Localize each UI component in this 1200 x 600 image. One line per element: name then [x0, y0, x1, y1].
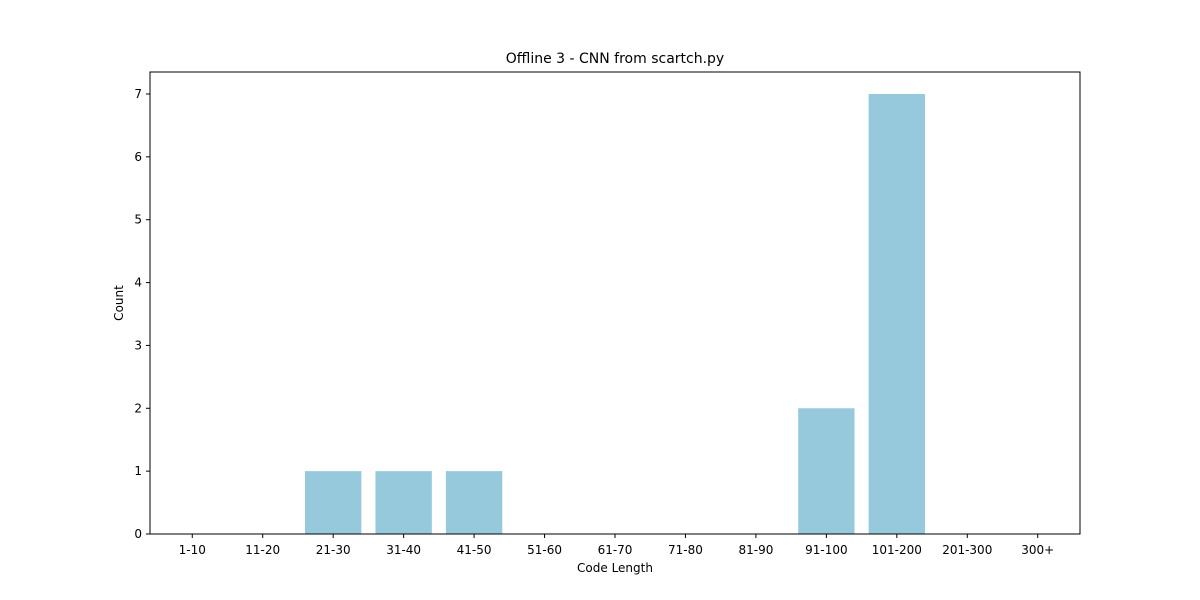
x-tick-label: 41-50: [457, 543, 492, 557]
y-tick-label: 3: [134, 338, 142, 352]
x-tick-label: 91-100: [805, 543, 848, 557]
x-tick-label: 31-40: [386, 543, 421, 557]
x-tick-label: 1-10: [179, 543, 206, 557]
y-tick-label: 7: [134, 87, 142, 101]
x-tick-label: 300+: [1021, 543, 1054, 557]
x-axis: 1-10 11-20 21-30 31-40 41-50 51-60 61-70 71-80 8…: [179, 534, 1054, 557]
x-tick-label: 51-60: [527, 543, 562, 557]
y-tick-label: 5: [134, 213, 142, 227]
y-tick-label: 1: [134, 464, 142, 478]
bar-91-100: [798, 408, 855, 534]
plot-frame: [149, 71, 1081, 535]
y-axis: 0 1 2 3 4 5 6 7: [134, 87, 150, 541]
bars-group: [305, 94, 925, 534]
y-tick-label: 2: [134, 401, 142, 415]
x-tick-label: 61-70: [598, 543, 633, 557]
chart-title: Offline 3 - CNN from scartch.py: [506, 51, 724, 67]
bar-101-200: [868, 94, 925, 534]
x-tick-label: 11-20: [245, 543, 280, 557]
x-tick-label: 101-200: [872, 543, 922, 557]
y-tick-label: 4: [134, 276, 142, 290]
y-tick-label: 0: [134, 527, 142, 541]
y-tick-label: 6: [134, 150, 142, 164]
bar-21-30: [305, 471, 362, 534]
bar-41-50: [445, 471, 503, 534]
x-tick-label: 201-300: [942, 543, 992, 557]
x-tick-label: 71-80: [668, 543, 703, 557]
x-tick-label: 81-90: [738, 543, 773, 557]
x-tick-label: 21-30: [316, 543, 351, 557]
y-axis-label: Count: [112, 285, 126, 321]
bar-31-40: [375, 471, 432, 534]
x-axis-label: Code Length: [577, 561, 653, 575]
